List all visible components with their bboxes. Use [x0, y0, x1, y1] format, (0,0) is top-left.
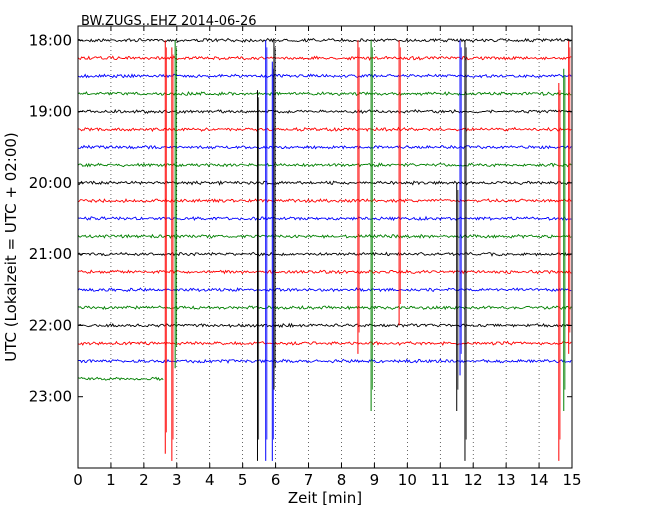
x-tick-label-2: 2: [139, 471, 149, 489]
trace-2030: [77, 215, 572, 222]
trace-1915: [77, 126, 572, 133]
x-tick-label-11: 11: [431, 471, 450, 489]
chart-title: BW.ZUGS..EHZ 2014-06-26: [81, 14, 257, 29]
trace-2200: [77, 322, 572, 329]
y-tick-label-2200: 22:00: [29, 316, 72, 334]
y-tick-label-2300: 23:00: [29, 388, 72, 406]
trace-2115: [77, 269, 572, 275]
vertical-gridlines: [110, 26, 540, 468]
x-tick-label-5: 5: [238, 471, 248, 489]
trace-2230: [77, 358, 572, 364]
x-tick-label-9: 9: [370, 471, 380, 489]
x-tick-label-6: 6: [271, 471, 281, 489]
trace-2130: [77, 287, 572, 293]
y-tick-label-1900: 19:00: [29, 103, 72, 121]
x-tick-label-8: 8: [337, 471, 347, 489]
x-tick-label-10: 10: [398, 471, 417, 489]
x-tick-label-14: 14: [530, 471, 549, 489]
trace-1900: [77, 108, 572, 115]
trace-2015: [77, 198, 572, 204]
y-tick-label-2000: 20:00: [29, 174, 72, 192]
trace-2000: [77, 180, 572, 186]
x-tick-label-3: 3: [172, 471, 182, 489]
x-tick-label-7: 7: [304, 471, 314, 489]
y-axis-label: UTC (Lokalzeit = UTC + 02:00): [2, 132, 20, 362]
x-tick-label-12: 12: [464, 471, 483, 489]
trace-1845: [77, 90, 572, 97]
y-tick-label-2100: 21:00: [29, 245, 72, 263]
trace-2100: [77, 251, 572, 257]
x-tick-label-13: 13: [497, 471, 516, 489]
x-axis-label: Zeit [min]: [288, 489, 362, 507]
trace-2245: [77, 376, 164, 381]
plot-frame: [77, 25, 573, 469]
trace-1815: [77, 55, 572, 62]
trace-2145: [77, 305, 572, 311]
x-tick-label-4: 4: [205, 471, 215, 489]
y-tick-label-1800: 18:00: [29, 31, 72, 49]
seismic-traces: [77, 37, 572, 381]
trace-1945: [77, 162, 572, 168]
x-tick-label-15: 15: [562, 471, 581, 489]
x-tick-label-1: 1: [106, 471, 116, 489]
x-axis-ticks: 0 1 2 3 4 5 6 7 8 9 10 11 12 13 14 15: [73, 26, 582, 489]
trace-2215: [77, 340, 572, 347]
trace-1930: [77, 144, 572, 150]
trace-1800: [78, 37, 572, 43]
x-tick-label-0: 0: [73, 471, 83, 489]
y-axis-ticks: 18:00 19:00 20:00 21:00 22:00 23:00: [29, 31, 572, 406]
trace-1830: [77, 73, 572, 79]
seismic-events: [164, 40, 571, 461]
trace-2045: [77, 233, 572, 239]
